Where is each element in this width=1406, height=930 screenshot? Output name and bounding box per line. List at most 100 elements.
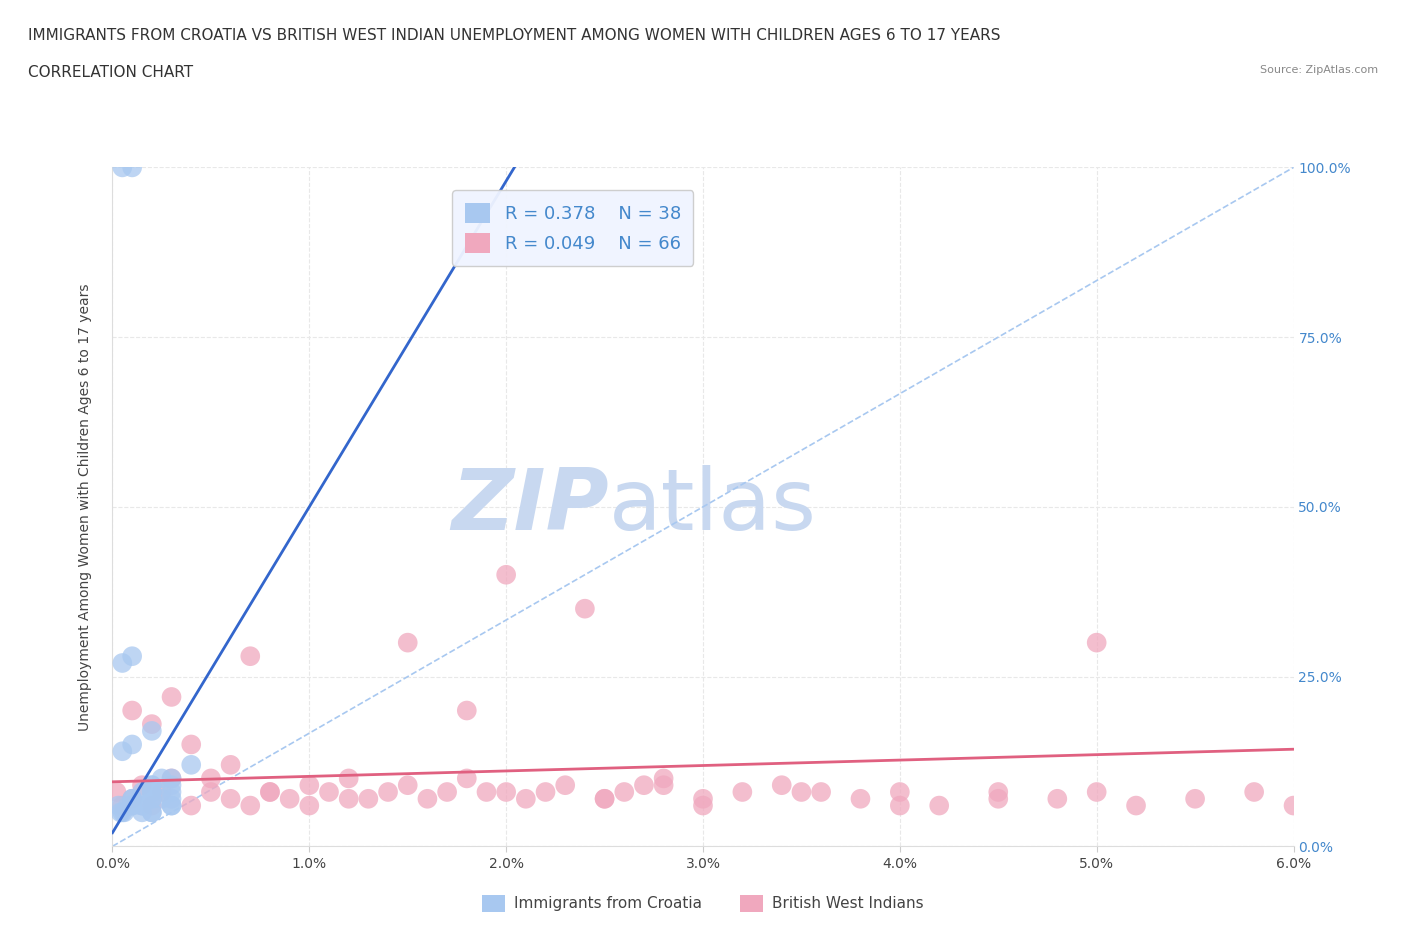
Point <box>111 744 134 759</box>
Point <box>150 771 173 786</box>
Point <box>810 785 832 800</box>
Point <box>652 777 675 792</box>
Point <box>219 791 242 806</box>
Point <box>160 798 183 813</box>
Point <box>121 798 143 813</box>
Point <box>131 798 153 813</box>
Point <box>1184 791 1206 806</box>
Point <box>1046 791 1069 806</box>
Point <box>117 798 139 813</box>
Point <box>219 757 242 772</box>
Point <box>593 791 616 806</box>
Point <box>180 757 202 772</box>
Point <box>731 785 754 800</box>
Point <box>790 785 813 800</box>
Point <box>396 635 419 650</box>
Point <box>1243 785 1265 800</box>
Point <box>259 785 281 800</box>
Text: Source: ZipAtlas.com: Source: ZipAtlas.com <box>1260 65 1378 75</box>
Point <box>141 724 163 738</box>
Text: atlas: atlas <box>609 465 817 549</box>
Point <box>1085 785 1108 800</box>
Point <box>160 798 183 813</box>
Point <box>150 791 173 806</box>
Point <box>160 771 183 786</box>
Point <box>436 785 458 800</box>
Point <box>337 771 360 786</box>
Point <box>141 805 163 820</box>
Point <box>112 805 135 820</box>
Point <box>131 798 153 813</box>
Point <box>121 737 143 752</box>
Point <box>141 785 163 800</box>
Legend: R = 0.378    N = 38, R = 0.049    N = 66: R = 0.378 N = 38, R = 0.049 N = 66 <box>453 190 693 266</box>
Point <box>652 771 675 786</box>
Point <box>849 791 872 806</box>
Point <box>121 791 143 806</box>
Point <box>396 777 419 792</box>
Point <box>889 798 911 813</box>
Point <box>357 791 380 806</box>
Point <box>337 791 360 806</box>
Legend: Immigrants from Croatia, British West Indians: Immigrants from Croatia, British West In… <box>475 889 931 918</box>
Point <box>121 160 143 175</box>
Point <box>416 791 439 806</box>
Point <box>515 791 537 806</box>
Point <box>318 785 340 800</box>
Point <box>141 805 163 820</box>
Point <box>160 777 183 792</box>
Text: IMMIGRANTS FROM CROATIA VS BRITISH WEST INDIAN UNEMPLOYMENT AMONG WOMEN WITH CHI: IMMIGRANTS FROM CROATIA VS BRITISH WEST … <box>28 28 1001 43</box>
Point <box>107 798 129 813</box>
Point <box>1282 798 1305 813</box>
Point <box>298 798 321 813</box>
Point <box>987 791 1010 806</box>
Point <box>160 689 183 704</box>
Point <box>278 791 301 806</box>
Point <box>131 777 153 792</box>
Y-axis label: Unemployment Among Women with Children Ages 6 to 17 years: Unemployment Among Women with Children A… <box>77 283 91 731</box>
Point <box>200 785 222 800</box>
Point <box>534 785 557 800</box>
Point <box>141 777 163 792</box>
Point <box>475 785 498 800</box>
Point <box>111 160 134 175</box>
Point <box>141 791 163 806</box>
Point <box>495 567 517 582</box>
Point <box>141 785 163 800</box>
Point <box>613 785 636 800</box>
Point <box>1125 798 1147 813</box>
Point <box>121 703 143 718</box>
Point <box>574 602 596 617</box>
Point <box>150 785 173 800</box>
Text: CORRELATION CHART: CORRELATION CHART <box>28 65 193 80</box>
Point <box>456 771 478 786</box>
Point <box>692 798 714 813</box>
Point <box>131 805 153 820</box>
Point <box>141 777 163 792</box>
Point <box>111 805 134 820</box>
Point <box>160 771 183 786</box>
Point <box>110 805 132 820</box>
Point <box>105 785 128 800</box>
Point <box>111 656 134 671</box>
Point <box>141 791 163 806</box>
Point <box>121 791 143 806</box>
Point <box>131 785 153 800</box>
Point <box>141 798 163 813</box>
Point <box>456 703 478 718</box>
Point <box>889 785 911 800</box>
Point <box>554 777 576 792</box>
Point <box>770 777 793 792</box>
Point <box>111 798 134 813</box>
Point <box>259 785 281 800</box>
Point <box>180 798 202 813</box>
Point <box>121 649 143 664</box>
Point <box>298 777 321 792</box>
Point <box>239 649 262 664</box>
Point <box>200 771 222 786</box>
Point <box>160 785 183 800</box>
Point <box>141 785 163 800</box>
Point <box>593 791 616 806</box>
Point <box>928 798 950 813</box>
Point <box>121 791 143 806</box>
